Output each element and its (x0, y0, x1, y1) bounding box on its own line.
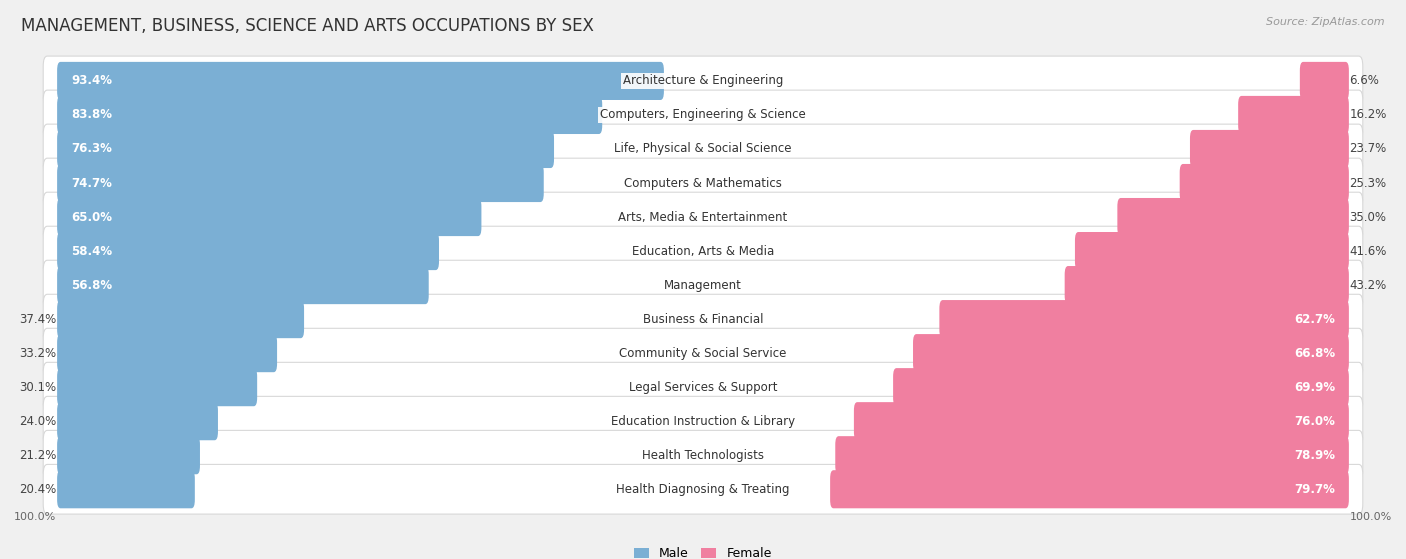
FancyBboxPatch shape (830, 470, 1348, 508)
Text: 20.4%: 20.4% (20, 483, 56, 496)
Text: 16.2%: 16.2% (1350, 108, 1386, 121)
Text: 65.0%: 65.0% (72, 211, 112, 224)
Text: MANAGEMENT, BUSINESS, SCIENCE AND ARTS OCCUPATIONS BY SEX: MANAGEMENT, BUSINESS, SCIENCE AND ARTS O… (21, 17, 593, 35)
Text: 74.7%: 74.7% (72, 177, 112, 190)
Text: 21.2%: 21.2% (20, 449, 56, 462)
FancyBboxPatch shape (58, 198, 481, 236)
FancyBboxPatch shape (58, 266, 429, 304)
Text: 24.0%: 24.0% (20, 415, 56, 428)
Text: Management: Management (664, 278, 742, 292)
Text: Life, Physical & Social Science: Life, Physical & Social Science (614, 143, 792, 155)
Text: Health Technologists: Health Technologists (643, 449, 763, 462)
Text: Computers, Engineering & Science: Computers, Engineering & Science (600, 108, 806, 121)
FancyBboxPatch shape (1301, 62, 1348, 100)
FancyBboxPatch shape (44, 192, 1362, 242)
Text: 6.6%: 6.6% (1350, 74, 1379, 87)
FancyBboxPatch shape (835, 436, 1348, 474)
Text: 25.3%: 25.3% (1350, 177, 1386, 190)
FancyBboxPatch shape (58, 470, 195, 508)
FancyBboxPatch shape (44, 260, 1362, 310)
Text: Business & Financial: Business & Financial (643, 312, 763, 325)
FancyBboxPatch shape (58, 436, 200, 474)
Text: 83.8%: 83.8% (72, 108, 112, 121)
Text: 62.7%: 62.7% (1294, 312, 1334, 325)
Text: 33.2%: 33.2% (20, 347, 56, 359)
Text: 76.0%: 76.0% (1294, 415, 1334, 428)
FancyBboxPatch shape (1189, 130, 1348, 168)
Text: 37.4%: 37.4% (20, 312, 56, 325)
Text: 30.1%: 30.1% (20, 381, 56, 394)
FancyBboxPatch shape (58, 402, 218, 440)
Text: Education, Arts & Media: Education, Arts & Media (631, 245, 775, 258)
Text: Legal Services & Support: Legal Services & Support (628, 381, 778, 394)
Text: Education Instruction & Library: Education Instruction & Library (612, 415, 794, 428)
Text: 79.7%: 79.7% (1294, 483, 1334, 496)
Text: 35.0%: 35.0% (1350, 211, 1386, 224)
FancyBboxPatch shape (58, 368, 257, 406)
Text: Arts, Media & Entertainment: Arts, Media & Entertainment (619, 211, 787, 224)
FancyBboxPatch shape (58, 130, 554, 168)
Text: 100.0%: 100.0% (1350, 512, 1392, 522)
FancyBboxPatch shape (44, 158, 1362, 208)
FancyBboxPatch shape (1239, 96, 1348, 134)
Text: 93.4%: 93.4% (72, 74, 112, 87)
Text: 66.8%: 66.8% (1294, 347, 1334, 359)
FancyBboxPatch shape (58, 164, 544, 202)
Text: Health Diagnosing & Treating: Health Diagnosing & Treating (616, 483, 790, 496)
FancyBboxPatch shape (912, 334, 1348, 372)
Text: 58.4%: 58.4% (72, 245, 112, 258)
FancyBboxPatch shape (1076, 232, 1348, 270)
Text: 100.0%: 100.0% (14, 512, 56, 522)
FancyBboxPatch shape (1064, 266, 1348, 304)
Text: 76.3%: 76.3% (72, 143, 112, 155)
FancyBboxPatch shape (893, 368, 1348, 406)
FancyBboxPatch shape (58, 300, 304, 338)
Text: Community & Social Service: Community & Social Service (619, 347, 787, 359)
FancyBboxPatch shape (1180, 164, 1348, 202)
Text: 56.8%: 56.8% (72, 278, 112, 292)
FancyBboxPatch shape (44, 226, 1362, 276)
FancyBboxPatch shape (44, 465, 1362, 514)
FancyBboxPatch shape (939, 300, 1348, 338)
Text: 41.6%: 41.6% (1350, 245, 1386, 258)
FancyBboxPatch shape (44, 90, 1362, 140)
FancyBboxPatch shape (44, 396, 1362, 446)
FancyBboxPatch shape (58, 62, 664, 100)
Text: 78.9%: 78.9% (1294, 449, 1334, 462)
Text: 23.7%: 23.7% (1350, 143, 1386, 155)
FancyBboxPatch shape (58, 232, 439, 270)
Text: Source: ZipAtlas.com: Source: ZipAtlas.com (1267, 17, 1385, 27)
Text: 69.9%: 69.9% (1294, 381, 1334, 394)
FancyBboxPatch shape (44, 328, 1362, 378)
FancyBboxPatch shape (44, 362, 1362, 412)
FancyBboxPatch shape (58, 334, 277, 372)
FancyBboxPatch shape (1118, 198, 1348, 236)
Legend: Male, Female: Male, Female (630, 542, 776, 559)
Text: Architecture & Engineering: Architecture & Engineering (623, 74, 783, 87)
Text: Computers & Mathematics: Computers & Mathematics (624, 177, 782, 190)
FancyBboxPatch shape (44, 56, 1362, 106)
Text: 43.2%: 43.2% (1350, 278, 1386, 292)
FancyBboxPatch shape (853, 402, 1348, 440)
FancyBboxPatch shape (58, 96, 602, 134)
FancyBboxPatch shape (44, 124, 1362, 174)
FancyBboxPatch shape (44, 294, 1362, 344)
FancyBboxPatch shape (44, 430, 1362, 480)
